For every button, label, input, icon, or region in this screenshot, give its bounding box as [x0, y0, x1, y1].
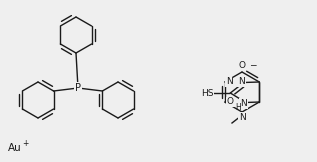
Text: Au: Au [8, 143, 22, 153]
Text: HS: HS [201, 89, 213, 98]
Text: N: N [240, 99, 247, 108]
Text: +: + [22, 139, 29, 147]
Text: O: O [227, 98, 234, 106]
Text: H: H [235, 103, 241, 112]
Text: N: N [239, 113, 245, 122]
Text: −: − [249, 60, 256, 69]
Text: N: N [226, 77, 232, 87]
Text: N: N [238, 77, 245, 86]
Text: P: P [75, 83, 81, 93]
Text: O: O [238, 61, 245, 70]
